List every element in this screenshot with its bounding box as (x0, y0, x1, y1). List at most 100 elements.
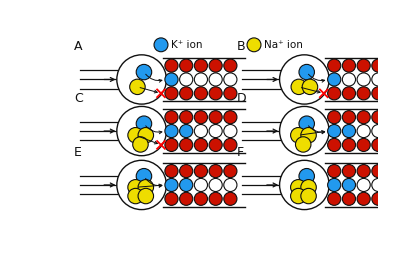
Circle shape (138, 180, 154, 195)
Circle shape (194, 165, 207, 178)
Text: K⁺ ion: K⁺ ion (171, 40, 202, 50)
Circle shape (165, 125, 178, 138)
Circle shape (138, 188, 154, 204)
Circle shape (291, 127, 306, 143)
Circle shape (357, 192, 370, 205)
Circle shape (224, 138, 237, 151)
Circle shape (357, 165, 370, 178)
Circle shape (209, 179, 222, 191)
Circle shape (224, 165, 237, 178)
Circle shape (372, 111, 385, 124)
Circle shape (328, 165, 341, 178)
Circle shape (224, 87, 237, 100)
Circle shape (299, 168, 315, 184)
Circle shape (128, 188, 143, 204)
Circle shape (302, 79, 318, 95)
Circle shape (386, 138, 400, 151)
Circle shape (133, 137, 148, 152)
Circle shape (328, 138, 341, 151)
Circle shape (328, 87, 341, 100)
Circle shape (224, 59, 237, 72)
Circle shape (372, 138, 385, 151)
Circle shape (386, 59, 400, 72)
Circle shape (357, 179, 370, 191)
Circle shape (386, 125, 400, 138)
Circle shape (180, 125, 193, 138)
Circle shape (180, 73, 193, 86)
Circle shape (165, 111, 178, 124)
Circle shape (117, 55, 166, 104)
Circle shape (209, 111, 222, 124)
Circle shape (299, 116, 315, 131)
Circle shape (342, 138, 355, 151)
Circle shape (180, 192, 193, 205)
Circle shape (372, 87, 385, 100)
Circle shape (342, 125, 355, 138)
Circle shape (299, 64, 315, 80)
Circle shape (117, 160, 166, 209)
Circle shape (194, 192, 207, 205)
Circle shape (342, 192, 355, 205)
Circle shape (342, 111, 355, 124)
Circle shape (136, 64, 152, 80)
Circle shape (342, 59, 355, 72)
Circle shape (386, 111, 400, 124)
Circle shape (209, 138, 222, 151)
Circle shape (194, 59, 207, 72)
Circle shape (180, 138, 193, 151)
Circle shape (154, 38, 168, 52)
Circle shape (165, 87, 178, 100)
Circle shape (280, 55, 329, 104)
Text: E: E (74, 146, 82, 159)
Circle shape (372, 165, 385, 178)
Circle shape (117, 106, 166, 156)
Circle shape (247, 38, 261, 52)
Circle shape (209, 87, 222, 100)
Circle shape (295, 137, 311, 152)
Circle shape (301, 180, 316, 195)
Circle shape (372, 179, 385, 191)
Circle shape (386, 165, 400, 178)
Circle shape (194, 73, 207, 86)
Circle shape (342, 73, 355, 86)
Circle shape (224, 179, 237, 191)
Circle shape (357, 59, 370, 72)
Text: C: C (74, 92, 83, 105)
Circle shape (224, 111, 237, 124)
Circle shape (224, 73, 237, 86)
Circle shape (357, 138, 370, 151)
Text: Na⁺ ion: Na⁺ ion (264, 40, 303, 50)
Circle shape (357, 111, 370, 124)
Text: F: F (237, 146, 244, 159)
Circle shape (372, 125, 385, 138)
Circle shape (138, 127, 154, 143)
Circle shape (180, 165, 193, 178)
Text: A: A (74, 40, 83, 53)
Circle shape (386, 87, 400, 100)
Circle shape (357, 87, 370, 100)
Circle shape (165, 179, 178, 191)
Circle shape (136, 168, 152, 184)
Circle shape (209, 59, 222, 72)
Circle shape (128, 180, 143, 195)
Circle shape (372, 192, 385, 205)
Circle shape (194, 87, 207, 100)
Circle shape (328, 179, 341, 191)
Circle shape (165, 138, 178, 151)
Circle shape (180, 111, 193, 124)
Circle shape (165, 73, 178, 86)
Circle shape (291, 188, 306, 204)
Circle shape (209, 165, 222, 178)
Circle shape (328, 125, 341, 138)
Circle shape (328, 59, 341, 72)
Circle shape (386, 192, 400, 205)
Circle shape (194, 125, 207, 138)
Circle shape (291, 180, 306, 195)
Text: B: B (237, 40, 246, 53)
Circle shape (165, 59, 178, 72)
Circle shape (357, 73, 370, 86)
Circle shape (194, 138, 207, 151)
Circle shape (301, 188, 316, 204)
Text: D: D (237, 92, 247, 105)
Circle shape (372, 73, 385, 86)
